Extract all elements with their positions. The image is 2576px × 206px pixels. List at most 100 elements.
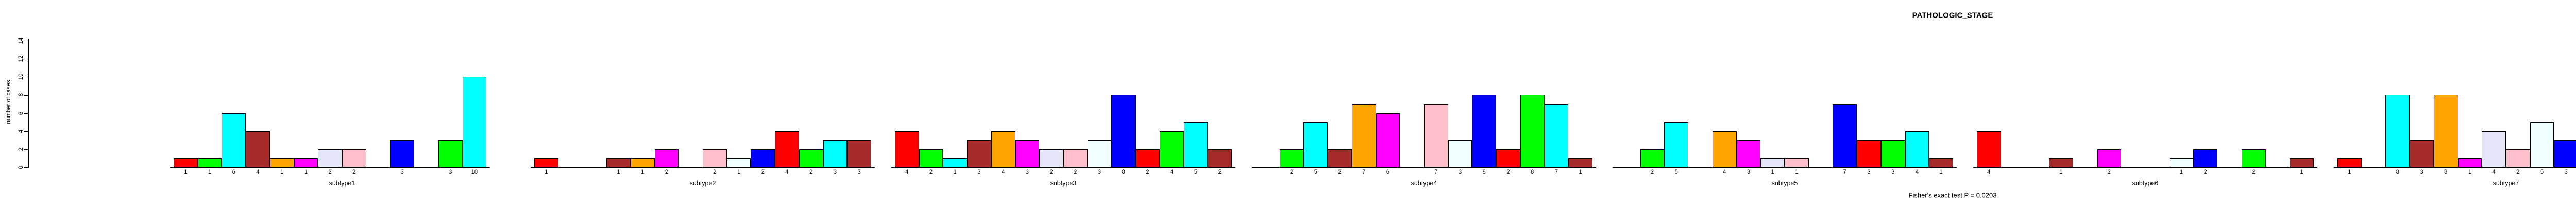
bar-stage-iii xyxy=(2554,140,2576,167)
bar-stage-i xyxy=(2385,95,2410,167)
bar-stage-iia xyxy=(318,149,342,167)
bar-i-ii-nos xyxy=(174,158,198,167)
bar-count-label: 8 xyxy=(2396,169,2399,175)
bar-count-label: 8 xyxy=(1482,169,1486,175)
bar-count-label: 1 xyxy=(304,169,308,175)
bar-stage-ia xyxy=(2410,140,2434,167)
bar-count-label: 1 xyxy=(1795,169,1799,175)
bar-stage-iii xyxy=(1111,95,1136,167)
bar-count-label: 4 xyxy=(1002,169,1005,175)
bar-stage-iib xyxy=(342,149,366,167)
bar-stage-iv xyxy=(2290,158,2314,167)
bar-i-ii-nos xyxy=(1977,131,2001,167)
group-baseline xyxy=(2334,167,2576,168)
group-baseline xyxy=(1252,167,1596,168)
bar-count-label: 7 xyxy=(1434,169,1438,175)
bar-stage-ii xyxy=(654,149,679,167)
bar-count-label: 4 xyxy=(1987,169,1991,175)
y-axis-line xyxy=(28,39,29,168)
y-axis-tick-label: 12 xyxy=(18,55,24,62)
y-axis-tick-label: 6 xyxy=(18,111,24,115)
y-axis-tick-label: 10 xyxy=(18,73,24,80)
bar-count-label: 6 xyxy=(232,169,235,175)
bar-count-label: 3 xyxy=(1867,169,1871,175)
bar-stage-ib xyxy=(991,131,1015,167)
bar-count-label: 1 xyxy=(1939,169,1943,175)
bar-stage-iiia xyxy=(1496,149,1520,167)
bar-stage-i xyxy=(222,113,246,167)
bar-count-label: 2 xyxy=(761,169,765,175)
bar-stage-iib xyxy=(2505,149,2530,167)
bar-stage-iiia xyxy=(1136,149,1160,167)
bar-count-label: 5 xyxy=(1194,169,1197,175)
y-axis-tick-label: 0 xyxy=(18,165,24,169)
bar-count-label: 2 xyxy=(2204,169,2207,175)
bar-count-label: 1 xyxy=(280,169,284,175)
bar-stage-ia xyxy=(1328,149,1352,167)
bar-count-label: 8 xyxy=(1531,169,1534,175)
bar-stage-ii xyxy=(2097,149,2122,167)
bar-count-label: 1 xyxy=(2300,169,2303,175)
bar-stage-iiib xyxy=(1520,95,1545,167)
bar-stage-ii xyxy=(1015,140,1040,167)
bar-count-label: 1 xyxy=(641,169,645,175)
bar-count-label: 4 xyxy=(2492,169,2496,175)
bar-stage-iib xyxy=(702,149,727,167)
bar-stage-iic xyxy=(726,158,751,167)
bar-stage-iia xyxy=(1760,158,1785,167)
bar-count-label: 1 xyxy=(208,169,212,175)
bar-stage-iiib xyxy=(1880,140,1905,167)
x-axis-group-label: subtype2 xyxy=(689,180,716,187)
bar-count-label: 7 xyxy=(1843,169,1846,175)
x-axis-group-label: subtype3 xyxy=(1050,180,1077,187)
bar-stage-iii xyxy=(2193,149,2218,167)
bar-count-label: 8 xyxy=(1122,169,1125,175)
bar-count-label: 2 xyxy=(1049,169,1053,175)
x-axis-group-label: subtype6 xyxy=(2132,180,2159,187)
group-baseline xyxy=(170,167,490,168)
bar-stage-ia xyxy=(246,131,270,167)
bar-count-label: 3 xyxy=(2564,169,2568,175)
bar-count-label: 1 xyxy=(737,169,741,175)
bar-count-label: 3 xyxy=(1097,169,1101,175)
bar-count-label: 2 xyxy=(929,169,933,175)
bar-stage-iv xyxy=(847,140,871,167)
bar-count-label: 8 xyxy=(2444,169,2448,175)
fisher-test-annotation: Fisher's exact test P = 0.0203 xyxy=(1908,191,1997,199)
chart-title: PATHOLOGIC_STAGE xyxy=(1912,11,1993,20)
bar-count-label: 3 xyxy=(1747,169,1750,175)
y-axis-tick-label: 14 xyxy=(18,37,24,44)
bar-count-label: 2 xyxy=(1074,169,1077,175)
bar-count-label: 3 xyxy=(449,169,452,175)
bar-count-label: 1 xyxy=(184,169,188,175)
bar-count-label: 6 xyxy=(1386,169,1389,175)
y-axis-tick xyxy=(24,131,28,132)
group-baseline xyxy=(891,167,1235,168)
bar-stage-iib xyxy=(1423,104,1448,167)
bar-stage-iii xyxy=(390,140,415,167)
bar-count-label: 2 xyxy=(1651,169,1654,175)
bar-count-label: 5 xyxy=(1314,169,1317,175)
bar-stage-iv xyxy=(1929,158,1953,167)
bar-stage-ia xyxy=(967,140,991,167)
bar-count-label: 2 xyxy=(1290,169,1294,175)
bar-count-label: 3 xyxy=(400,169,404,175)
bar-stage-iii xyxy=(751,149,775,167)
bar-stage-iia xyxy=(1039,149,1063,167)
bar-count-label: 5 xyxy=(1674,169,1678,175)
bar-i-ii-nos xyxy=(534,158,558,167)
bar-stage-iii xyxy=(1472,95,1497,167)
bar-stage-iiia xyxy=(1857,140,1881,167)
bar-stage-iiic xyxy=(823,140,848,167)
bar-count-label: 3 xyxy=(977,169,981,175)
bar-stage-i xyxy=(943,158,968,167)
bar-stage-iic xyxy=(1087,140,1112,167)
bar-count-label: 4 xyxy=(256,169,260,175)
bar-stage-ia xyxy=(2049,158,2073,167)
bar-count-label: 3 xyxy=(1458,169,1462,175)
bar-count-label: 2 xyxy=(352,169,356,175)
bar-stage-ib xyxy=(269,158,294,167)
bar-stage-iib xyxy=(1063,149,1088,167)
